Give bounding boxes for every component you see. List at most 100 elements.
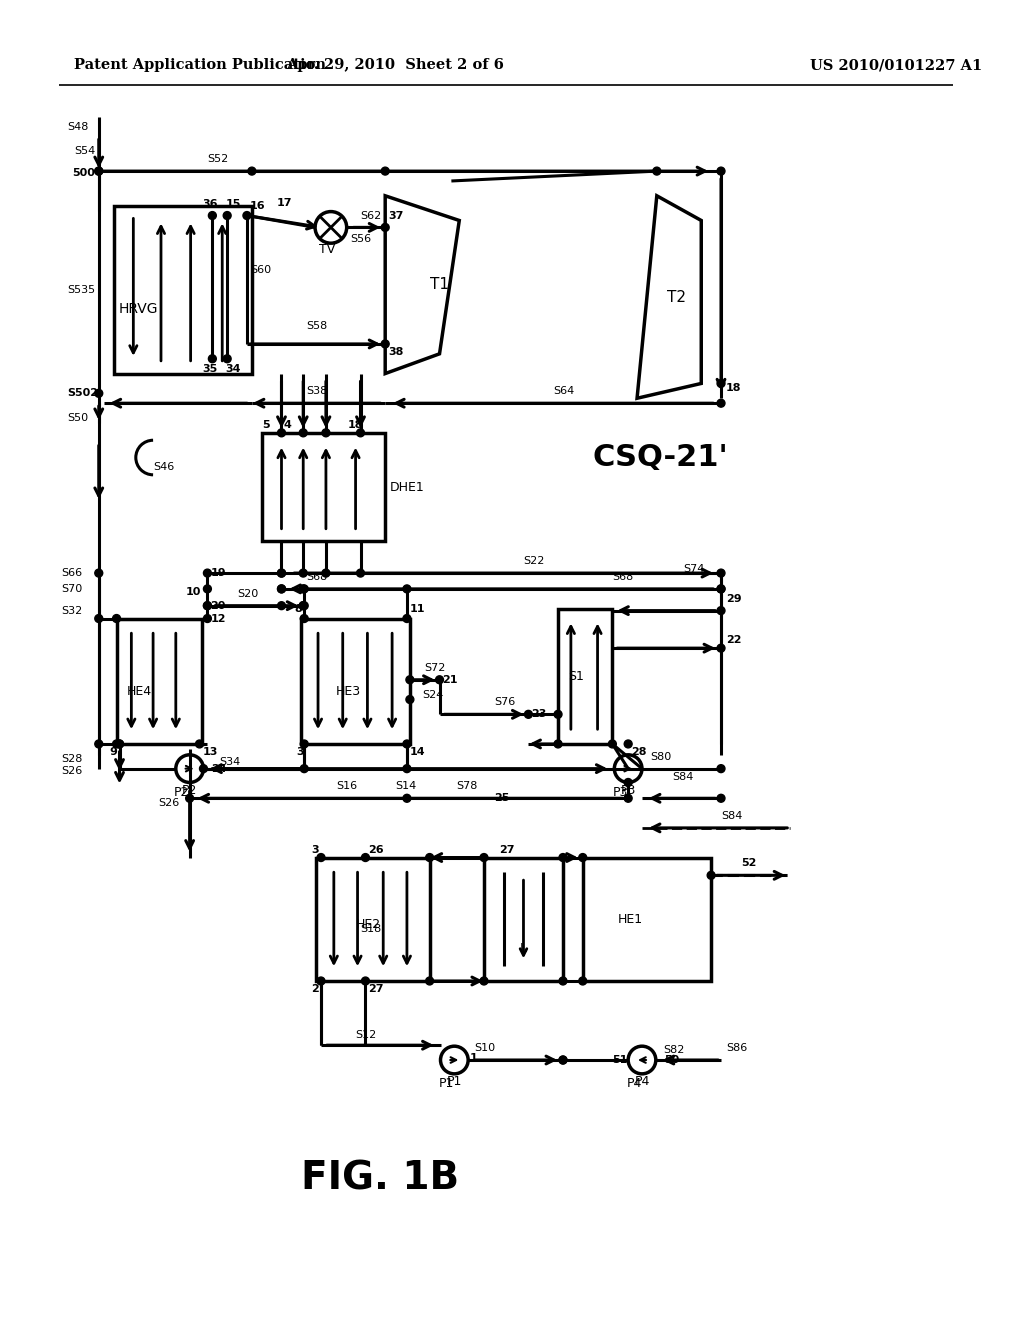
Circle shape (278, 585, 286, 593)
Text: P3: P3 (621, 784, 636, 797)
Text: FIG. 1B: FIG. 1B (301, 1159, 460, 1197)
Text: 500: 500 (72, 168, 95, 178)
Text: 19: 19 (210, 568, 226, 578)
Text: S14: S14 (395, 781, 417, 792)
Text: US 2010/0101227 A1: US 2010/0101227 A1 (810, 58, 982, 73)
Text: 3: 3 (296, 747, 304, 756)
Text: S62: S62 (360, 211, 382, 220)
Bar (262, 433, 385, 541)
Text: S68: S68 (306, 572, 328, 582)
Circle shape (322, 569, 330, 577)
Text: S50: S50 (68, 413, 88, 422)
Circle shape (248, 168, 256, 176)
Circle shape (209, 355, 216, 363)
Text: S68: S68 (612, 572, 634, 582)
Text: 16: 16 (250, 201, 265, 211)
Text: S84: S84 (673, 772, 694, 781)
Text: P2: P2 (174, 785, 189, 799)
Circle shape (95, 168, 102, 176)
Text: S20: S20 (237, 589, 258, 599)
Circle shape (653, 168, 660, 176)
Circle shape (278, 585, 286, 593)
Circle shape (317, 977, 325, 985)
Text: S58: S58 (306, 321, 328, 331)
Bar (558, 609, 612, 744)
Text: 15: 15 (225, 199, 241, 209)
Text: S535: S535 (68, 285, 95, 294)
Text: S78: S78 (457, 781, 477, 792)
Text: HE3: HE3 (336, 685, 360, 697)
Text: L: L (520, 942, 527, 956)
Circle shape (406, 696, 414, 704)
Circle shape (381, 168, 389, 176)
Circle shape (559, 1056, 567, 1064)
Text: S26: S26 (158, 799, 179, 808)
Text: 18: 18 (726, 383, 741, 393)
Circle shape (116, 741, 124, 748)
Text: S76: S76 (494, 697, 515, 708)
Circle shape (361, 977, 370, 985)
Text: S502: S502 (68, 388, 98, 399)
Text: S16: S16 (336, 781, 357, 792)
Text: 12: 12 (210, 614, 226, 623)
Bar (117, 619, 203, 744)
Circle shape (717, 569, 725, 577)
Circle shape (356, 429, 365, 437)
Text: 27: 27 (499, 845, 514, 854)
Text: S12: S12 (355, 1031, 377, 1040)
Text: 21: 21 (442, 675, 458, 685)
Text: HE4: HE4 (126, 685, 152, 697)
Circle shape (113, 615, 121, 623)
Circle shape (717, 764, 725, 772)
Circle shape (200, 764, 208, 772)
Text: T2: T2 (667, 289, 686, 305)
Text: 29: 29 (726, 594, 741, 603)
Circle shape (300, 602, 308, 610)
Text: S64: S64 (553, 387, 574, 396)
Text: P4: P4 (627, 1077, 642, 1090)
Circle shape (480, 854, 487, 862)
Circle shape (406, 676, 414, 684)
Circle shape (381, 341, 389, 348)
Circle shape (278, 569, 286, 577)
Circle shape (223, 355, 231, 363)
Text: P1: P1 (438, 1077, 454, 1090)
Circle shape (361, 854, 370, 862)
Text: S80: S80 (650, 752, 671, 762)
Circle shape (204, 585, 211, 593)
Circle shape (403, 764, 411, 772)
Circle shape (426, 977, 433, 985)
Text: Apr. 29, 2010  Sheet 2 of 6: Apr. 29, 2010 Sheet 2 of 6 (286, 58, 504, 73)
Text: S32: S32 (61, 606, 83, 615)
Text: 4: 4 (284, 420, 292, 430)
Text: 10: 10 (185, 587, 201, 597)
Circle shape (299, 569, 307, 577)
Text: 35: 35 (203, 363, 218, 374)
Text: S72: S72 (425, 663, 446, 673)
Circle shape (381, 223, 389, 231)
Circle shape (95, 615, 102, 623)
Circle shape (608, 741, 616, 748)
Circle shape (300, 764, 308, 772)
Circle shape (113, 741, 121, 748)
Circle shape (559, 854, 567, 862)
Circle shape (717, 795, 725, 803)
Text: S28: S28 (61, 754, 83, 764)
Text: S22: S22 (523, 556, 545, 566)
Circle shape (196, 741, 204, 748)
Circle shape (559, 977, 567, 985)
Circle shape (717, 585, 725, 593)
Text: P3: P3 (612, 785, 628, 799)
Text: 52: 52 (740, 858, 756, 869)
Text: 1: 1 (470, 1053, 478, 1063)
Circle shape (116, 741, 124, 748)
Circle shape (299, 602, 307, 610)
Circle shape (524, 710, 532, 718)
Text: DHE1: DHE1 (390, 480, 425, 494)
Circle shape (322, 429, 330, 437)
Text: 20: 20 (210, 601, 225, 611)
Circle shape (717, 379, 725, 387)
Text: 34: 34 (225, 363, 241, 374)
Circle shape (717, 644, 725, 652)
Text: 38: 38 (388, 347, 403, 356)
